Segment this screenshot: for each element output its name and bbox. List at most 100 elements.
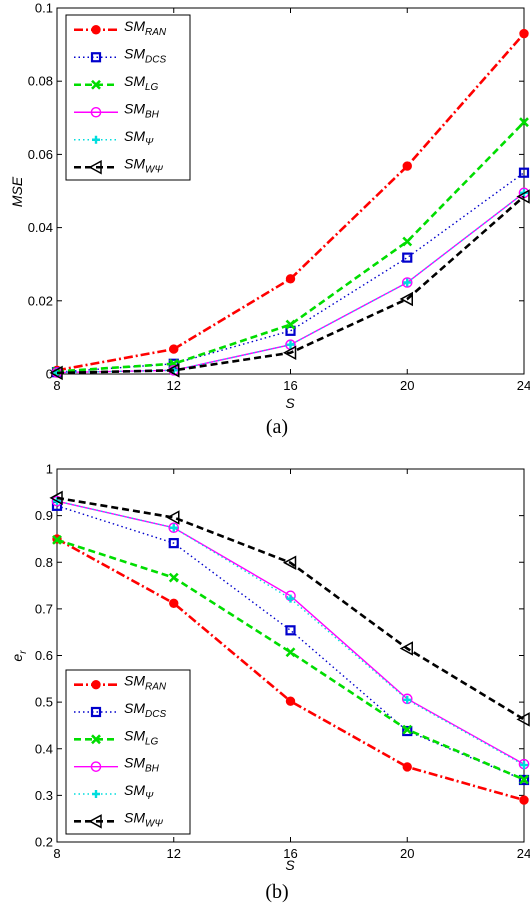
chart-a-legend-marker-3 xyxy=(90,106,102,118)
chart-a-point-5-3 xyxy=(399,291,413,307)
chart-b-point-4-2 xyxy=(286,594,295,603)
chart-a-legend-marker-5 xyxy=(88,159,102,175)
chart-a-point-1-4 xyxy=(518,167,530,178)
chart-a-point-2-2 xyxy=(285,319,296,330)
chart-b-point-2-3 xyxy=(402,724,413,735)
chart-b-ytick-label: 0.8 xyxy=(35,555,53,570)
chart-a: 8 12 16 20 24 0 0.02 0.04 0.06 0.08 0.1 S MSE SMRANSM… xyxy=(9,1,530,412)
chart-b-ytick-label: 1 xyxy=(46,462,53,477)
chart-a-point-0-3 xyxy=(402,161,412,171)
chart-b-point-5-3 xyxy=(399,641,413,656)
chart-a-legend-sub-4: Ψ xyxy=(145,137,154,148)
chart-a-point-0-2 xyxy=(285,274,296,284)
chart-a-legend-sub-2: LG xyxy=(145,82,159,93)
chart-b-ylabel-sub: r xyxy=(18,650,29,654)
chart-b-ytick-label: 0.2 xyxy=(35,835,53,850)
chart-b-series-line-2 xyxy=(56,538,525,781)
chart-b-point-0-1 xyxy=(169,598,179,608)
chart-a-point-4-3 xyxy=(403,278,412,287)
chart-a-point-1-3 xyxy=(402,252,413,263)
chart-b-caption: (b) xyxy=(265,881,288,903)
chart-a-legend-sub-5: WΨ xyxy=(145,164,163,175)
chart-b-point-4-1 xyxy=(169,523,178,532)
chart-b-xtick-label: 16 xyxy=(283,846,297,861)
chart-b-ytick-label: 0.4 xyxy=(35,741,53,756)
chart-a-point-1-2 xyxy=(285,325,296,336)
chart-a-point-2-3 xyxy=(402,236,413,247)
chart-b-legend-sub-1: DCS xyxy=(145,709,166,720)
chart-b-ytick-label: 0.9 xyxy=(35,508,53,523)
chart-a-point-3-3 xyxy=(401,277,413,288)
chart-a-point-5-0 xyxy=(49,365,63,381)
chart-a-series-line-1 xyxy=(56,172,525,373)
chart-b-series-line-5 xyxy=(56,496,525,721)
chart-b-point-4-4 xyxy=(520,761,528,770)
chart-b-ylabel: er xyxy=(9,650,29,662)
chart-a-xtick-label: 24 xyxy=(517,378,530,393)
chart-b-point-5-1 xyxy=(166,510,180,525)
chart-b-xlabel: S xyxy=(285,857,295,873)
chart-a-point-4-2 xyxy=(286,340,295,349)
chart-a-series-line-0 xyxy=(56,32,525,372)
chart-b-ytick-label: 0.6 xyxy=(35,648,53,663)
chart-a-caption: (a) xyxy=(266,416,288,438)
chart-b-point-2-1 xyxy=(168,572,179,583)
chart-a-ytick-label: 0.02 xyxy=(28,293,53,308)
chart-b-ytick-label: 0.5 xyxy=(35,695,53,710)
chart-b-legend-marker-4 xyxy=(92,790,100,798)
chart-b-point-5-0 xyxy=(49,490,63,506)
chart-b-point-2-0 xyxy=(52,534,62,545)
chart-b-legend-sub-4: Ψ xyxy=(145,791,154,802)
chart-a-ytick-label: 0.1 xyxy=(35,1,53,16)
chart-b-point-0-2 xyxy=(285,696,296,706)
chart-b-series-2 xyxy=(52,534,529,785)
chart-b: 8 12 16 20 24 0.2 0.3 0.4 0.5 0.6 0.7 0.8 0.9 1 Ser SMR… xyxy=(9,462,530,874)
chart-a-point-5-2 xyxy=(282,345,297,361)
chart-a-xtick-label: 8 xyxy=(53,378,60,393)
chart-a-series-line-5 xyxy=(56,195,525,375)
chart-b-point-1-2 xyxy=(285,625,296,636)
chart-a-point-0-4 xyxy=(519,28,529,39)
chart-b-legend-sub-5: WΨ xyxy=(145,818,163,829)
chart-b-ytick-label: 0.3 xyxy=(35,788,53,803)
chart-a-legend-sub-0: RAN xyxy=(145,27,167,38)
chart-b-point-2-2 xyxy=(285,647,296,658)
chart-b-point-4-3 xyxy=(403,695,412,704)
chart-a-ytick-label: 0.04 xyxy=(28,220,53,235)
chart-a-ylabel: MSE xyxy=(9,176,25,207)
chart-b-point-1-4 xyxy=(518,774,530,786)
chart-b-legend-marker-3 xyxy=(90,761,102,772)
chart-a-xtick-label: 16 xyxy=(283,378,297,393)
chart-b-xtick-label: 8 xyxy=(53,846,60,861)
chart-b-legend-sub-2: LG xyxy=(145,736,159,747)
chart-b-point-0-4 xyxy=(519,795,529,805)
chart-a-point-5-4 xyxy=(516,189,530,204)
chart-b-ytick-label: 0.7 xyxy=(35,601,53,616)
chart-a-legend-box xyxy=(65,14,191,181)
chart-a-legend-marker-4 xyxy=(92,135,100,144)
chart-b-point-3-1 xyxy=(168,522,180,534)
chart-b-point-2-4 xyxy=(519,774,529,785)
chart-a-legend-sub-1: DCS xyxy=(145,54,166,65)
chart-a-legend-sub-3: BH xyxy=(145,109,160,120)
chart-a-legend-marker-2 xyxy=(91,79,101,90)
chart-b-legend-marker-1 xyxy=(90,706,102,718)
chart-b-point-1-3 xyxy=(402,725,413,737)
chart-b-legend-sub-3: BH xyxy=(145,764,160,775)
chart-b-series-line-4 xyxy=(56,500,525,766)
chart-a-xtick-label: 20 xyxy=(400,378,414,393)
chart-b-legend-sub-0: RAN xyxy=(145,682,167,693)
chart-b-legend-marker-2 xyxy=(91,734,101,745)
chart-a-xtick-label: 12 xyxy=(167,378,181,393)
chart-a-series-line-2 xyxy=(56,121,525,373)
chart-a-series-5 xyxy=(49,189,530,381)
chart-a-ytick-label: 0 xyxy=(46,367,53,382)
chart-a-legend-marker-0 xyxy=(91,25,101,35)
chart-b-point-5-4 xyxy=(516,712,530,727)
chart-b-point-5-2 xyxy=(282,555,297,570)
chart-a-point-0-1 xyxy=(169,344,179,354)
chart-a-point-5-1 xyxy=(166,363,180,378)
